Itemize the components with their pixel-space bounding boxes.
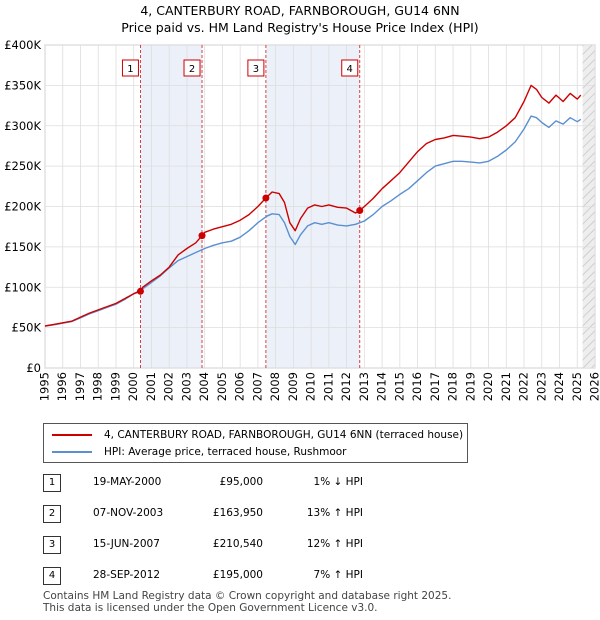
x-tick-label: 2020 xyxy=(481,372,495,401)
transaction-hpi-diff: 1% ↓ HPI xyxy=(313,476,363,488)
transaction-date: 15-JUN-2007 xyxy=(93,538,160,550)
transaction-number: 4 xyxy=(43,567,61,585)
x-tick-label: 2004 xyxy=(197,372,211,401)
legend-label-property: 4, CANTERBURY ROAD, FARNBOROUGH, GU14 6N… xyxy=(104,429,464,441)
x-tick-label: 2005 xyxy=(215,372,229,401)
sale-number-box xyxy=(121,59,139,77)
transaction-number: 1 xyxy=(43,474,61,492)
y-tick-label: £50K xyxy=(12,321,42,335)
x-tick-label: 2013 xyxy=(357,372,371,401)
transaction-date: 28-SEP-2012 xyxy=(93,569,161,581)
x-tick-label: 2016 xyxy=(410,372,424,401)
x-tick-label: 1996 xyxy=(55,372,69,401)
x-tick-label: 2023 xyxy=(534,372,548,401)
transaction-hpi-diff: 12% ↑ HPI xyxy=(306,538,363,550)
y-tick-label: £150K xyxy=(4,240,41,254)
x-tick-label: 2019 xyxy=(463,372,477,401)
transaction-number: 2 xyxy=(43,505,61,523)
sale-number-label: 4 xyxy=(347,64,353,75)
y-tick-label: £0 xyxy=(26,361,41,375)
chart-legend: 4, CANTERBURY ROAD, FARNBOROUGH, GU14 6N… xyxy=(43,423,468,463)
x-tick-label: 2011 xyxy=(321,372,335,401)
x-tick-label: 1999 xyxy=(108,372,122,401)
x-tick-label: 2024 xyxy=(552,372,566,401)
x-tick-label: 2021 xyxy=(499,372,513,401)
sale-number-label: 2 xyxy=(189,64,195,75)
transaction-number: 3 xyxy=(43,536,61,554)
transaction-price: £95,000 xyxy=(219,476,263,488)
x-tick-label: 2002 xyxy=(162,372,176,401)
transaction-price: £210,540 xyxy=(212,538,263,550)
x-tick-label: 2018 xyxy=(446,372,460,401)
y-tick-label: £200K xyxy=(4,200,41,214)
legend-swatch-blue xyxy=(52,451,92,453)
legend-swatch-red xyxy=(52,434,92,436)
legend-label-hpi: HPI: Average price, terraced house, Rush… xyxy=(104,446,347,458)
transaction-hpi-diff: 7% ↑ HPI xyxy=(313,569,363,581)
y-tick-label: £300K xyxy=(4,119,41,133)
x-tick-label: 2009 xyxy=(286,372,300,401)
y-tick-label: £400K xyxy=(4,38,41,52)
sale-number-box xyxy=(341,59,359,77)
sale-point xyxy=(356,207,364,215)
x-tick-label: 2017 xyxy=(428,372,442,401)
transaction-hpi-diff: 13% ↑ HPI xyxy=(306,507,363,519)
x-tick-label: 2026 xyxy=(588,372,600,401)
price-chart: 1 2 3 4 £0 £50K £100K £150K £200K £250K £300K £350… xyxy=(4,38,600,401)
x-tick-label: 2000 xyxy=(126,372,140,401)
x-tick-label: 2007 xyxy=(250,372,264,401)
chart-title-line1: 4, CANTERBURY ROAD, FARNBOROUGH, GU14 6N… xyxy=(140,3,460,18)
x-tick-label: 1995 xyxy=(38,372,52,401)
sale-number-box xyxy=(247,59,265,77)
y-tick-label: £350K xyxy=(4,78,41,92)
legend-item-hpi: HPI: Average price, terraced house, Rush… xyxy=(52,445,347,459)
sale-point xyxy=(198,232,206,240)
x-tick-label: 2006 xyxy=(233,372,247,401)
x-tick-label: 1997 xyxy=(73,372,87,401)
x-tick-label: 2015 xyxy=(392,372,406,401)
x-tick-label: 2022 xyxy=(517,372,531,401)
x-tick-label: 1998 xyxy=(91,372,105,401)
sale-point xyxy=(262,194,270,202)
sale-number-label: 1 xyxy=(127,64,133,75)
x-tick-label: 2001 xyxy=(144,372,158,401)
x-tick-label: 2012 xyxy=(339,372,353,401)
transaction-date: 19-MAY-2000 xyxy=(93,476,162,488)
transaction-price: £195,000 xyxy=(212,569,263,581)
x-tick-label: 2014 xyxy=(375,372,389,401)
sale-point xyxy=(136,287,144,295)
footer-copyright: Contains HM Land Registry data © Crown c… xyxy=(43,590,452,602)
x-tick-label: 2003 xyxy=(179,372,193,401)
footer-attribution: Contains HM Land Registry data © Crown c… xyxy=(43,590,451,614)
transaction-price: £163,950 xyxy=(212,507,263,519)
y-tick-label: £250K xyxy=(4,159,41,173)
x-tick-label: 2010 xyxy=(304,372,318,401)
sale-number-box xyxy=(183,59,201,77)
x-tick-label: 2025 xyxy=(570,372,584,401)
transaction-date: 07-NOV-2003 xyxy=(93,507,164,519)
y-tick-label: £100K xyxy=(4,280,41,294)
footer-licence: This data is licensed under the Open Gov… xyxy=(43,602,378,614)
x-tick-label: 2008 xyxy=(268,372,282,401)
legend-item-property: 4, CANTERBURY ROAD, FARNBOROUGH, GU14 6N… xyxy=(52,428,463,442)
sale-number-label: 3 xyxy=(253,64,259,75)
chart-title-line2: Price paid vs. HM Land Registry's House … xyxy=(121,20,479,35)
